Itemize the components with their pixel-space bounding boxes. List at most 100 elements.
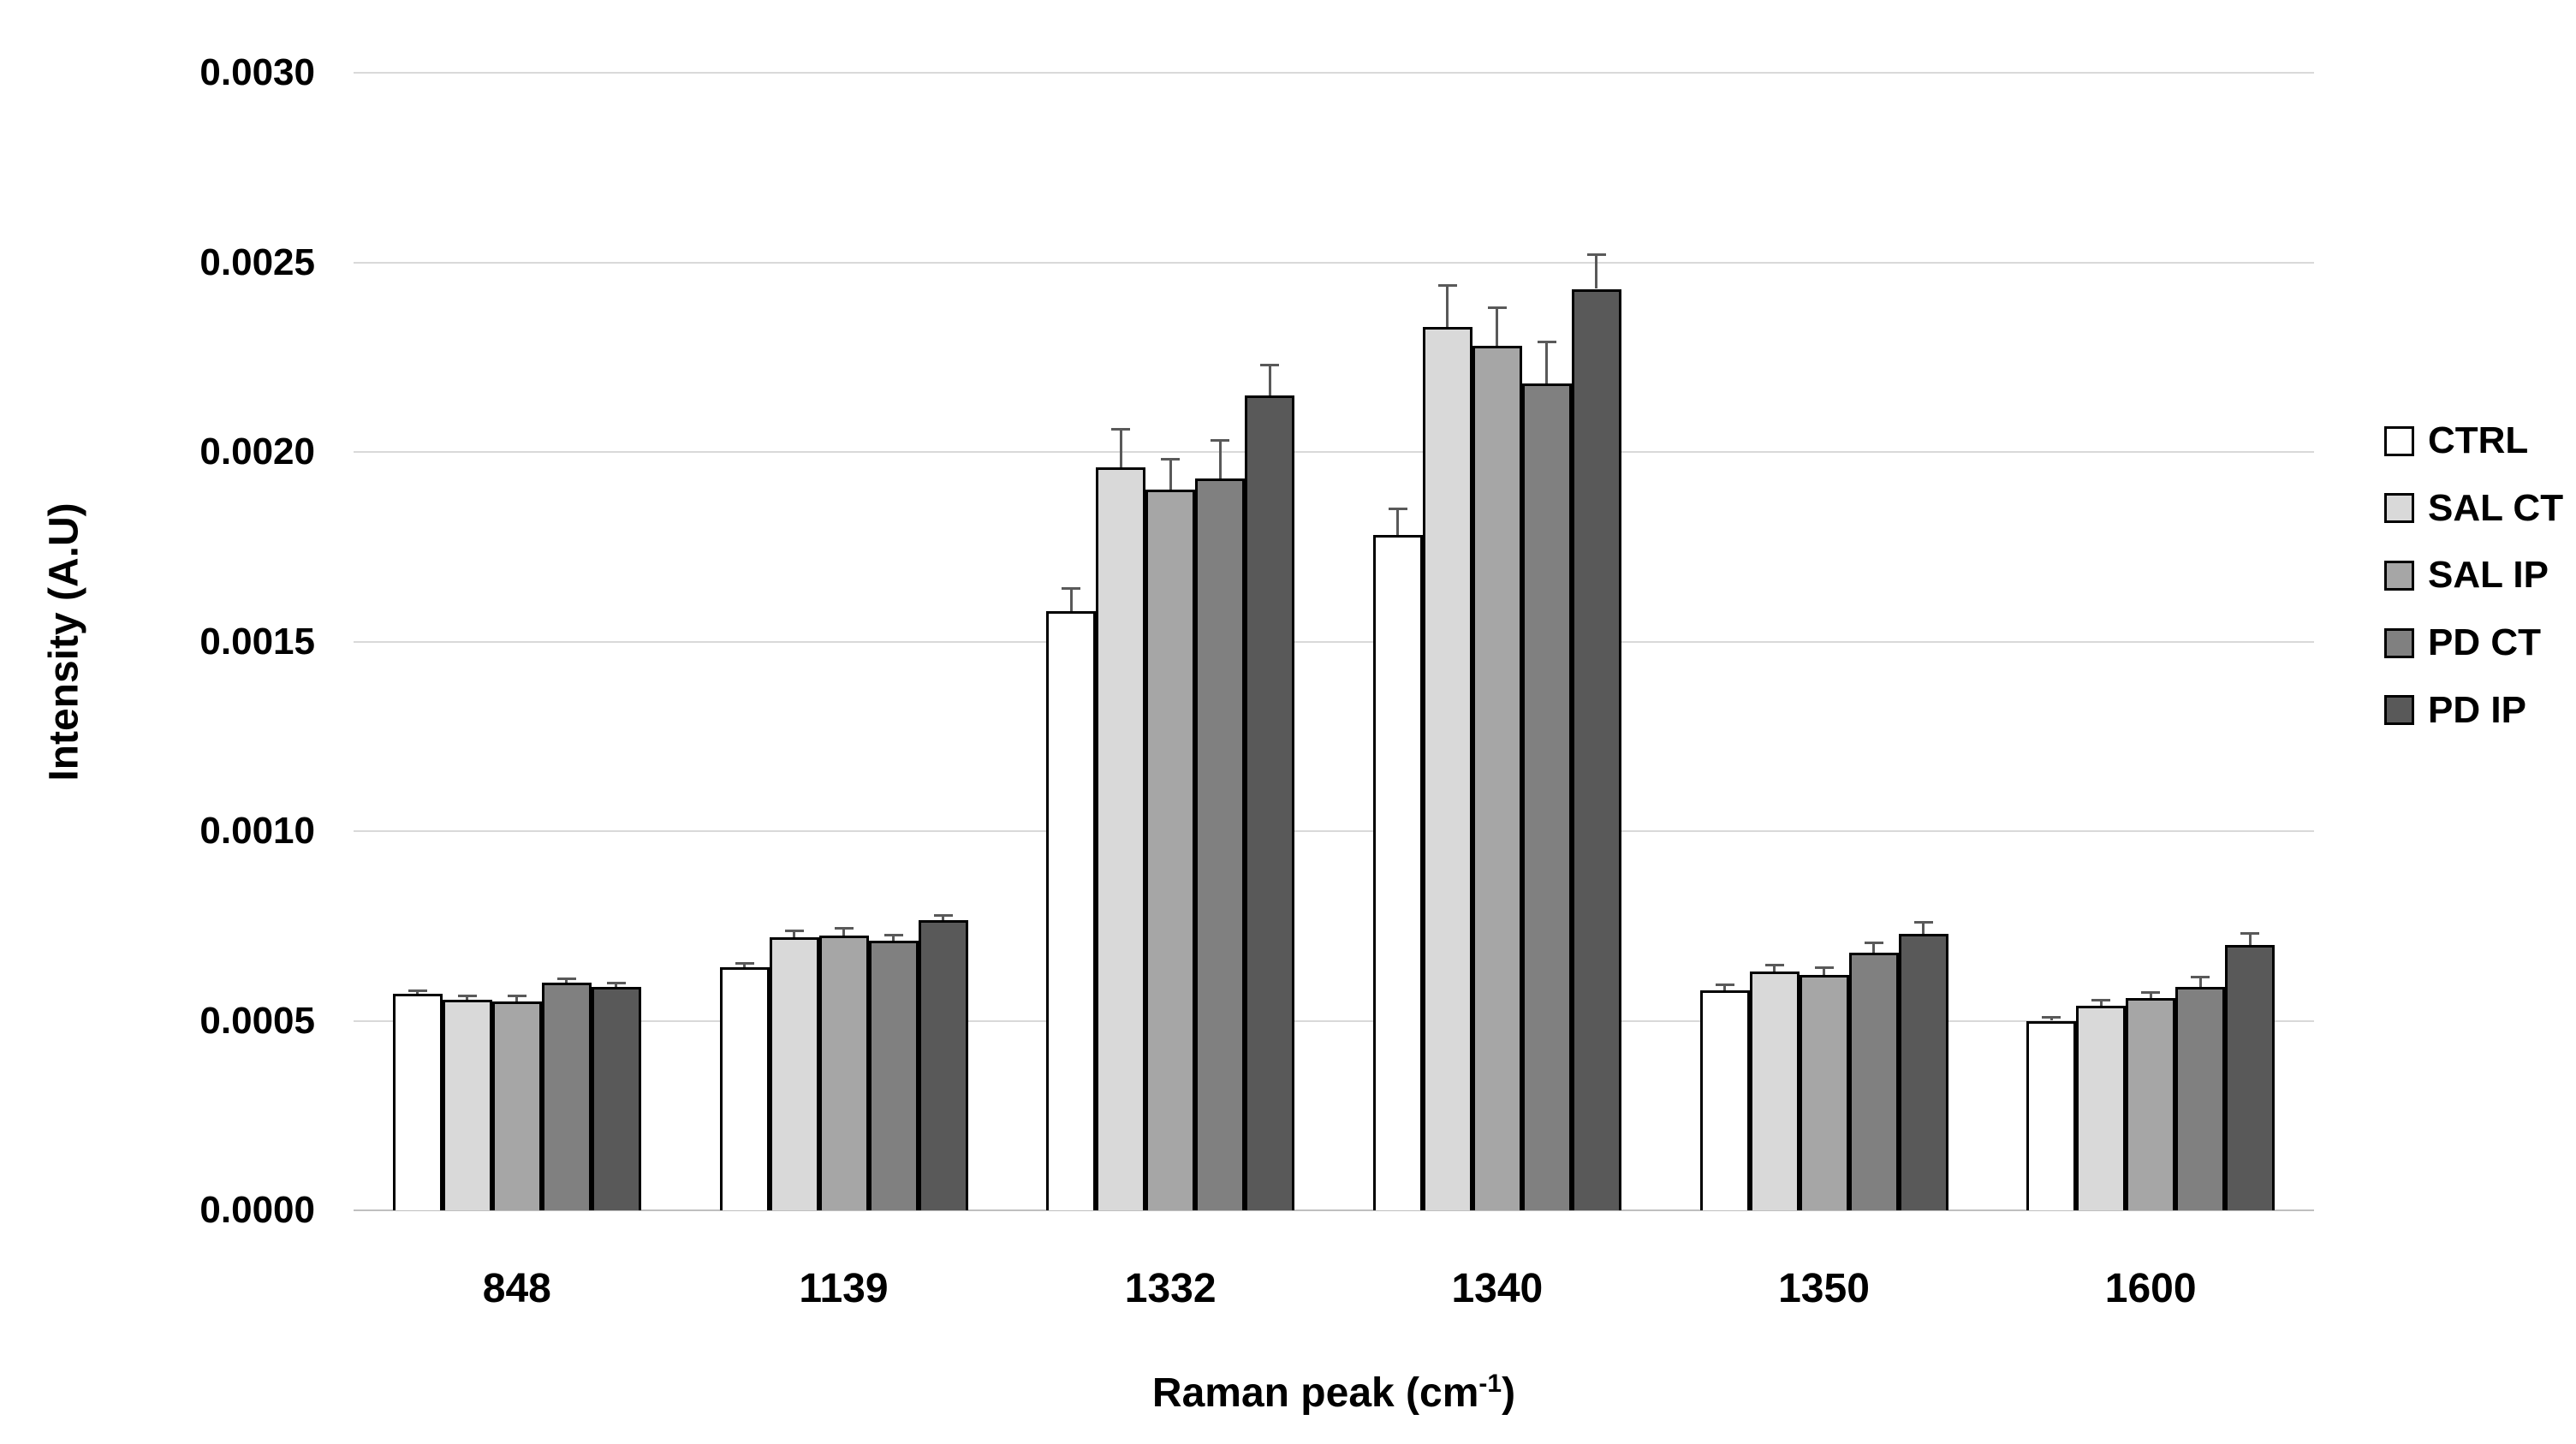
bar-pd-ct-1350 (1848, 952, 1899, 1210)
x-axis-title-superscript: -1 (1478, 1370, 1502, 1398)
error-bar-cap-pd-ip-1332 (1260, 363, 1280, 366)
error-bar-stem-sal-ct-1600 (2099, 1000, 2103, 1006)
bar-ctrl-848 (392, 994, 443, 1210)
legend-swatch-sal-ct (2384, 493, 2414, 524)
bar-ctrl-1350 (1699, 990, 1750, 1210)
error-bar-stem-ctrl-1139 (743, 963, 746, 968)
error-bar-cap-sal-ct-1332 (1111, 427, 1131, 431)
bar-sal-ct-848 (442, 1000, 492, 1210)
gridline-0.0030 (354, 72, 2314, 74)
bar-pd-ip-1332 (1245, 395, 1295, 1210)
error-bar-cap-sal-ip-1600 (2141, 990, 2161, 994)
bar-sal-ct-1340 (1422, 326, 1472, 1210)
legend-item-ctrl: CTRL (2384, 419, 2528, 462)
error-bar-stem-sal-ct-1350 (1773, 965, 1776, 972)
error-bar-stem-pd-ct-1139 (892, 935, 895, 942)
error-bar-cap-pd-ct-1139 (883, 934, 903, 937)
bar-pd-ct-848 (541, 983, 592, 1210)
legend-label-sal-ct: SAL CT (2428, 486, 2564, 529)
error-bar-stem-ctrl-1332 (1069, 588, 1073, 612)
error-bar-stem-sal-ip-1600 (2149, 992, 2152, 998)
error-bar-stem-sal-ct-848 (466, 995, 469, 1001)
error-bar-stem-sal-ip-848 (515, 995, 519, 1002)
error-bar-stem-ctrl-1600 (2049, 1017, 2053, 1021)
error-bar-stem-sal-ct-1332 (1119, 429, 1122, 467)
error-bar-cap-sal-ct-1139 (784, 929, 804, 932)
error-bar-cap-sal-ct-1350 (1764, 964, 1784, 967)
error-bar-cap-pd-ct-1340 (1537, 341, 1556, 344)
error-bar-cap-ctrl-848 (408, 989, 427, 992)
error-bar-cap-pd-ct-1350 (1864, 942, 1883, 945)
x-tick-label-1340: 1340 (1451, 1266, 1544, 1311)
error-bar-cap-pd-ip-1600 (2240, 932, 2260, 936)
bar-pd-ip-1600 (2225, 944, 2276, 1210)
plot-area (354, 72, 2314, 1211)
error-bar-cap-pd-ct-1332 (1211, 439, 1230, 443)
error-bar-cap-ctrl-1340 (1388, 507, 1407, 510)
error-bar-cap-ctrl-1332 (1062, 586, 1081, 590)
error-bar-stem-pd-ip-848 (615, 983, 618, 987)
error-bar-stem-ctrl-1340 (1396, 508, 1400, 536)
bar-pd-ct-1332 (1195, 478, 1246, 1210)
error-bar-stem-ctrl-1350 (1723, 984, 1726, 991)
error-bar-stem-pd-ip-1332 (1268, 365, 1271, 395)
error-bar-stem-pd-ip-1139 (942, 915, 944, 921)
error-bar-stem-pd-ip-1340 (1595, 254, 1598, 289)
bar-sal-ip-1139 (818, 935, 869, 1210)
x-tick-label-1350: 1350 (1778, 1266, 1870, 1311)
error-bar-cap-pd-ip-1139 (933, 913, 953, 917)
error-bar-cap-ctrl-1350 (1715, 983, 1734, 986)
legend-item-sal-ct: SAL CT (2384, 487, 2563, 530)
x-tick-label-1332: 1332 (1124, 1266, 1217, 1311)
legend-item-pd-ip: PD IP (2384, 689, 2526, 732)
x-axis-title-main: Raman peak (cm (1151, 1370, 1479, 1416)
x-axis-line (354, 1209, 2314, 1211)
y-tick-label-0.0005: 0.0005 (199, 999, 315, 1042)
error-bar-stem-sal-ip-1332 (1169, 459, 1172, 490)
error-bar-cap-sal-ip-1350 (1814, 966, 1834, 969)
error-bar-stem-sal-ip-1340 (1496, 307, 1499, 346)
bar-pd-ip-1350 (1898, 933, 1948, 1210)
legend-item-sal-ip: SAL IP (2384, 554, 2549, 597)
bar-ctrl-1332 (1046, 611, 1097, 1210)
error-bar-cap-pd-ip-1350 (1913, 920, 1933, 924)
x-axis-title: Raman peak (cm-1) (1152, 1370, 1515, 1417)
bar-sal-ip-1340 (1472, 345, 1522, 1210)
legend-swatch-pd-ct (2384, 627, 2414, 658)
error-bar-stem-sal-ip-1350 (1823, 967, 1825, 976)
y-tick-label-0.0030: 0.0030 (199, 51, 315, 93)
y-tick-label-0.0025: 0.0025 (199, 241, 315, 283)
y-tick-label-0.0010: 0.0010 (199, 810, 315, 852)
error-bar-cap-ctrl-1600 (2042, 1015, 2061, 1019)
bar-pd-ip-1139 (918, 920, 968, 1210)
error-bar-stem-sal-ct-1340 (1446, 285, 1449, 327)
error-bar-stem-pd-ip-1350 (1922, 922, 1925, 934)
error-bar-cap-sal-ct-1600 (2091, 998, 2111, 1001)
gridline-0.0020 (354, 451, 2314, 453)
bar-pd-ct-1139 (868, 941, 919, 1210)
error-bar-cap-pd-ct-848 (556, 978, 576, 981)
error-bar-cap-ctrl-1139 (735, 961, 754, 965)
bar-sal-ct-1350 (1749, 971, 1800, 1210)
error-bar-stem-pd-ct-848 (565, 978, 568, 983)
error-bar-cap-sal-ip-848 (507, 995, 527, 998)
bar-sal-ct-1139 (769, 937, 819, 1210)
bar-pd-ct-1600 (2175, 986, 2226, 1210)
error-bar-cap-sal-ct-1340 (1437, 283, 1457, 287)
bar-ctrl-1139 (719, 967, 770, 1210)
legend-label-ctrl: CTRL (2428, 419, 2529, 461)
error-bar-cap-pd-ip-1340 (1586, 253, 1606, 257)
error-bar-stem-pd-ct-1350 (1872, 942, 1875, 953)
legend-label-sal-ip: SAL IP (2428, 554, 2549, 597)
error-bar-stem-pd-ct-1600 (2198, 977, 2202, 987)
error-bar-cap-sal-ct-848 (457, 995, 477, 998)
x-axis-title-end: ) (1502, 1370, 1516, 1416)
bar-pd-ct-1340 (1521, 383, 1572, 1210)
x-tick-label-1600: 1600 (2104, 1266, 2197, 1311)
y-tick-label-0.0020: 0.0020 (199, 431, 315, 472)
error-bar-stem-sal-ct-1139 (793, 930, 795, 938)
legend-label-pd-ct: PD CT (2428, 621, 2541, 664)
bar-ctrl-1600 (2026, 1020, 2077, 1210)
x-tick-label-1139: 1139 (799, 1266, 889, 1311)
error-bar-cap-sal-ip-1139 (834, 927, 854, 930)
